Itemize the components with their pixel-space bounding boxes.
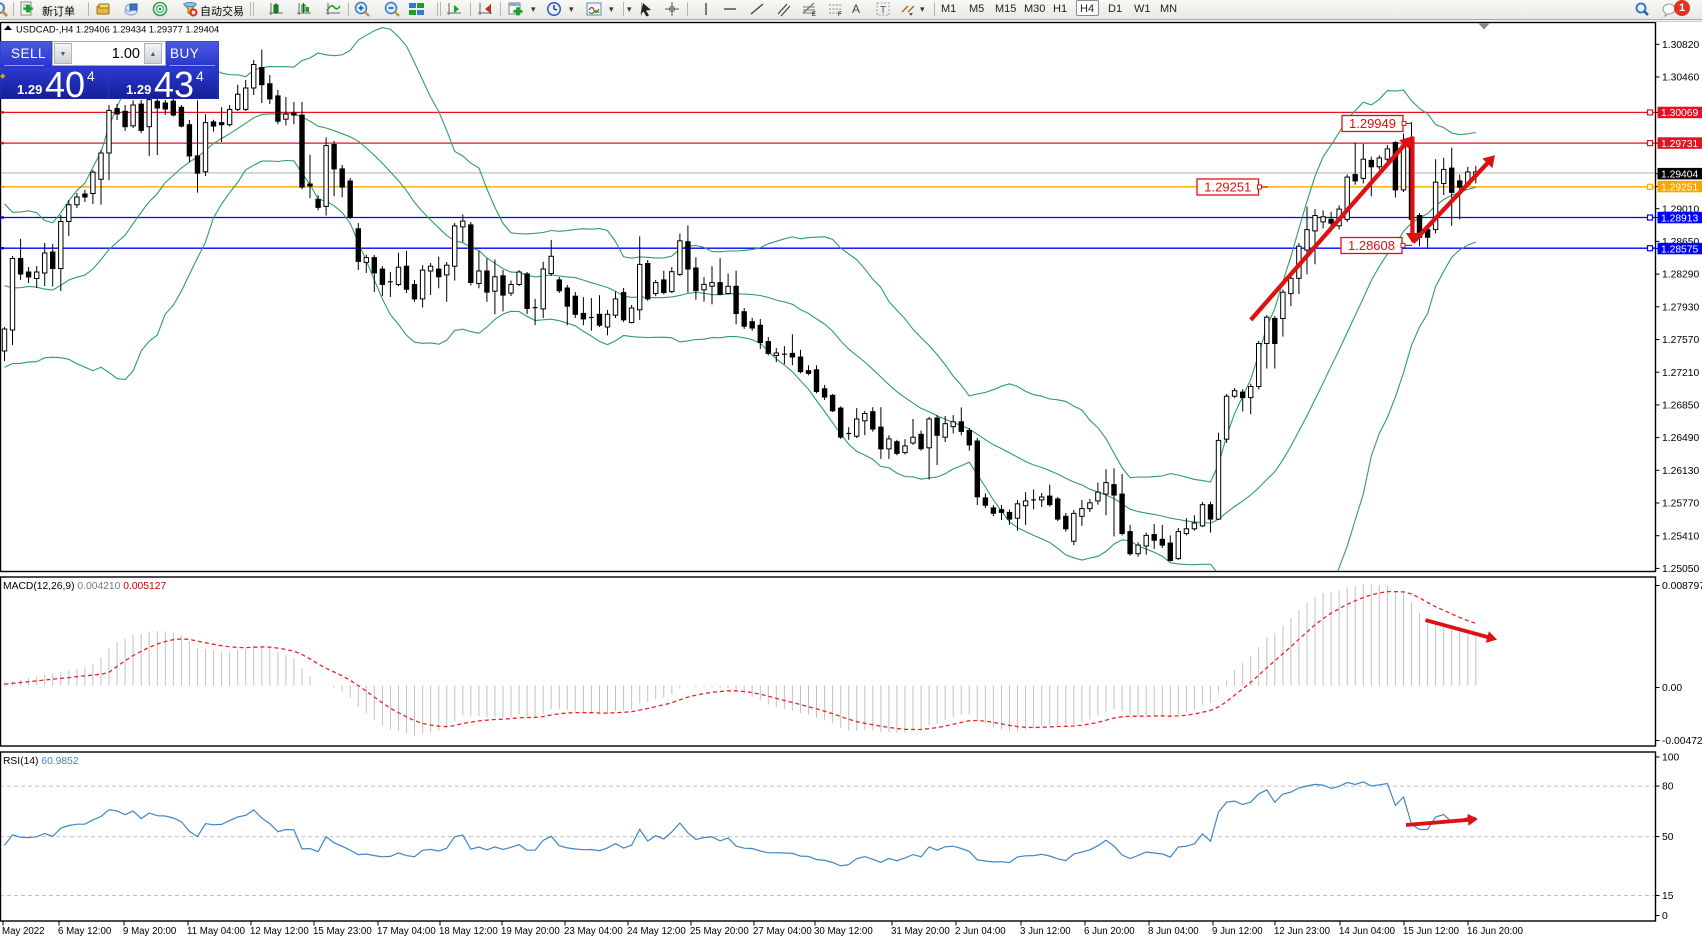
svg-text:1.29251: 1.29251 bbox=[1661, 182, 1698, 193]
svg-text:1.30069: 1.30069 bbox=[1661, 108, 1698, 119]
svg-text:1.29731: 1.29731 bbox=[1661, 139, 1698, 150]
svg-text:18 May 12:00: 18 May 12:00 bbox=[439, 926, 498, 937]
svg-text:E: E bbox=[812, 12, 816, 18]
svg-text:1.25050: 1.25050 bbox=[1662, 564, 1699, 575]
svg-text:14 Jun 04:00: 14 Jun 04:00 bbox=[1339, 926, 1396, 937]
svg-text:15 Jun 12:00: 15 Jun 12:00 bbox=[1403, 926, 1460, 937]
svg-text:1.25770: 1.25770 bbox=[1662, 499, 1699, 510]
svg-text:May 2022: May 2022 bbox=[2, 926, 45, 937]
svg-text:50: 50 bbox=[1662, 832, 1674, 843]
svg-text:1.30820: 1.30820 bbox=[1662, 40, 1699, 51]
svg-text:0.008797: 0.008797 bbox=[1662, 581, 1702, 592]
svg-text:16 Jun 20:00: 16 Jun 20:00 bbox=[1467, 926, 1524, 937]
svg-text:0.00: 0.00 bbox=[1662, 683, 1682, 694]
svg-text:-0.004725: -0.004725 bbox=[1662, 736, 1702, 747]
svg-text:1.26490: 1.26490 bbox=[1662, 433, 1699, 444]
svg-text:1.27570: 1.27570 bbox=[1662, 335, 1699, 346]
svg-text:17 May 04:00: 17 May 04:00 bbox=[377, 926, 436, 937]
svg-text:9 Jun 12:00: 9 Jun 12:00 bbox=[1212, 926, 1263, 937]
svg-text:3 Jun 12:00: 3 Jun 12:00 bbox=[1020, 926, 1071, 937]
svg-text:11 May 04:00: 11 May 04:00 bbox=[187, 926, 246, 937]
svg-text:80: 80 bbox=[1662, 782, 1674, 793]
svg-text:1.30460: 1.30460 bbox=[1662, 73, 1699, 84]
svg-text:1.28608: 1.28608 bbox=[1348, 238, 1395, 253]
svg-text:1.27930: 1.27930 bbox=[1662, 302, 1699, 313]
svg-text:31 May 20:00: 31 May 20:00 bbox=[891, 926, 950, 937]
svg-text:25 May 20:00: 25 May 20:00 bbox=[690, 926, 749, 937]
svg-text:1.28575: 1.28575 bbox=[1661, 244, 1698, 255]
svg-text:6 Jun 20:00: 6 Jun 20:00 bbox=[1084, 926, 1135, 937]
svg-text:1.29949: 1.29949 bbox=[1349, 116, 1396, 131]
svg-text:T: T bbox=[880, 5, 886, 16]
svg-text:RSI(14) 60.9852: RSI(14) 60.9852 bbox=[3, 756, 79, 767]
svg-text:1.28913: 1.28913 bbox=[1661, 213, 1698, 224]
svg-text:9 May 20:00: 9 May 20:00 bbox=[123, 926, 177, 937]
svg-text:15: 15 bbox=[1662, 891, 1674, 902]
svg-text:1.29251: 1.29251 bbox=[1204, 180, 1251, 195]
svg-text:23 May 04:00: 23 May 04:00 bbox=[564, 926, 623, 937]
svg-text:0: 0 bbox=[1662, 911, 1668, 922]
svg-text:30 May 12:00: 30 May 12:00 bbox=[814, 926, 873, 937]
svg-text:12 May 12:00: 12 May 12:00 bbox=[250, 926, 309, 937]
svg-text:24 May 12:00: 24 May 12:00 bbox=[627, 926, 686, 937]
svg-text:MACD(12,26,9) 0.004210 0.00512: MACD(12,26,9) 0.004210 0.005127 bbox=[3, 581, 166, 592]
svg-text:1.27210: 1.27210 bbox=[1662, 368, 1699, 379]
svg-text:1.26850: 1.26850 bbox=[1662, 401, 1699, 412]
svg-text:1.29404: 1.29404 bbox=[1661, 170, 1698, 181]
svg-text:15 May 23:00: 15 May 23:00 bbox=[313, 926, 372, 937]
svg-text:19 May 20:00: 19 May 20:00 bbox=[501, 926, 560, 937]
svg-text:1.28290: 1.28290 bbox=[1662, 270, 1699, 281]
svg-text:F: F bbox=[838, 12, 842, 18]
svg-text:1.25410: 1.25410 bbox=[1662, 531, 1699, 542]
svg-text:12 Jun 23:00: 12 Jun 23:00 bbox=[1274, 926, 1331, 937]
svg-text:27 May 04:00: 27 May 04:00 bbox=[753, 926, 812, 937]
svg-text:6 May 12:00: 6 May 12:00 bbox=[58, 926, 112, 937]
svg-text:USDCAD-,H4 1.29406 1.29434 1.: USDCAD-,H4 1.29406 1.29434 1.29377 1.294… bbox=[16, 24, 219, 35]
svg-text:1.26130: 1.26130 bbox=[1662, 466, 1699, 477]
svg-text:100: 100 bbox=[1662, 753, 1679, 764]
svg-text:8 Jun 04:00: 8 Jun 04:00 bbox=[1148, 926, 1199, 937]
svg-text:2 Jun 04:00: 2 Jun 04:00 bbox=[955, 926, 1006, 937]
